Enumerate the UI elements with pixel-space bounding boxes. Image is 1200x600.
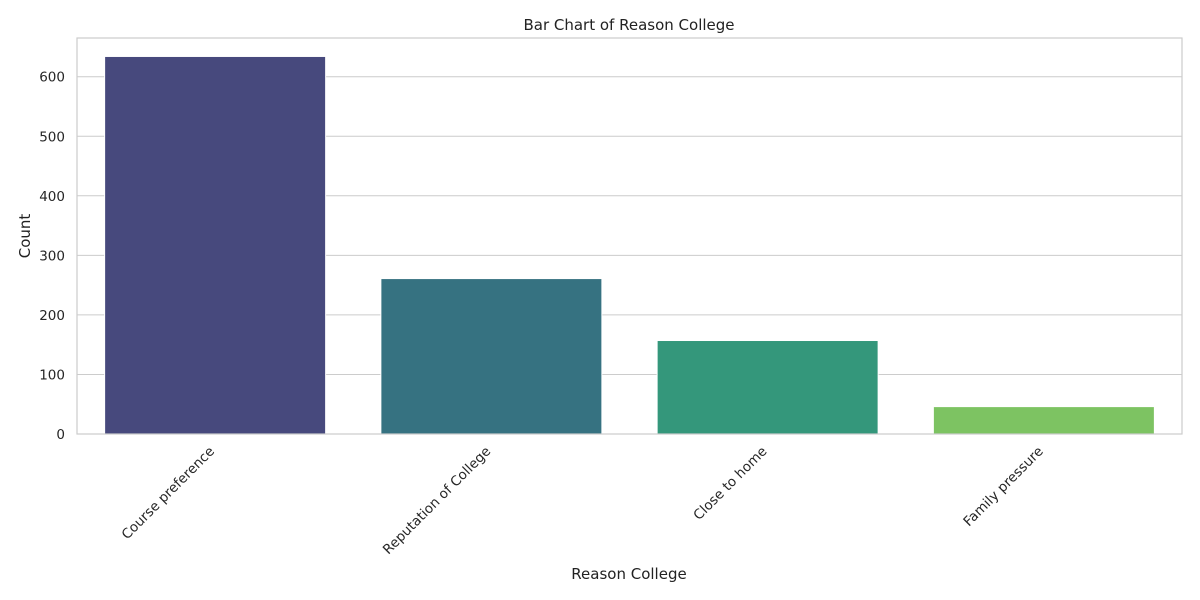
plot-frame xyxy=(76,37,1183,435)
bar-family-pressure xyxy=(932,406,1155,435)
y-tick-label: 100 xyxy=(39,367,65,383)
x-tick-label: Course preference xyxy=(119,444,218,543)
chart-title: Bar Chart of Reason College xyxy=(523,16,734,34)
x-tick-label: Close to home xyxy=(690,444,770,524)
y-tick-label: 200 xyxy=(39,308,65,324)
bar-reputation-of-college xyxy=(380,278,603,435)
y-tick-label: 300 xyxy=(39,248,65,264)
bar-close-to-home xyxy=(656,340,879,435)
x-tick-label: Family pressure xyxy=(960,444,1046,530)
y-axis-label: Count xyxy=(16,214,34,259)
x-tick-labels: Course preference Reputation of College Cl… xyxy=(119,444,1047,558)
x-tick-label: Reputation of College xyxy=(380,444,494,558)
x-axis-label: Reason College xyxy=(571,565,686,583)
y-tick-labels: 0 100 200 300 400 500 600 xyxy=(39,70,65,443)
y-tick-label: 0 xyxy=(56,427,65,443)
y-tick-label: 400 xyxy=(39,189,65,205)
bars xyxy=(104,55,1155,435)
y-tick-label: 500 xyxy=(39,129,65,145)
y-tick-label: 600 xyxy=(39,70,65,86)
bar-course-preference xyxy=(104,55,327,435)
